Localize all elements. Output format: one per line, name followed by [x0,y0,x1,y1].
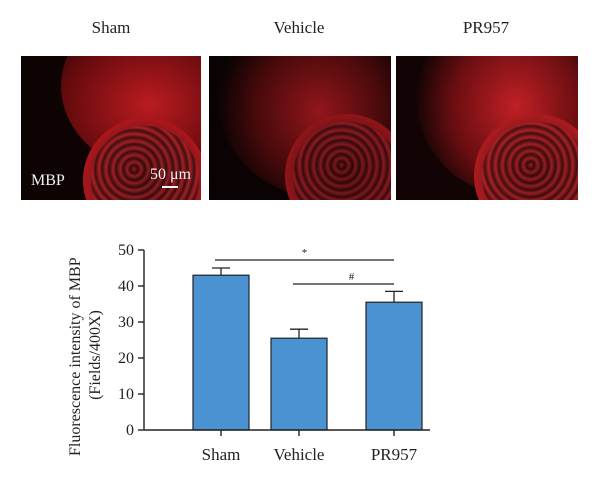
y-axis: 0 10 20 30 40 50 [118,242,145,439]
y-tick-label: 0 [126,422,134,439]
bars-group [192,267,423,431]
bar [192,274,250,431]
y-axis-label: Fluorescence intensity of MBP (Fields/40… [67,254,104,456]
x-tick-label: PR957 [371,445,418,464]
x-tick-label: Vehicle [274,445,325,464]
panel-title-pr957: PR957 [462,18,510,37]
y-tick-label: 50 [118,242,134,259]
y-tick-label: 30 [118,314,134,331]
bar [365,301,423,431]
significance-symbol: # [349,271,355,283]
bar [270,337,328,431]
micrograph-sham: MBP 50 μm [21,56,201,200]
significance-symbol: * [302,247,308,259]
panel-title-sham: Sham [91,18,131,37]
micrograph-pr957 [396,56,578,200]
x-tick-label: Sham [202,445,241,464]
y-tick-label: 40 [118,278,134,295]
significance-group: *# [215,247,394,285]
x-axis: Sham Vehicle PR957 [144,429,430,464]
y-tick-label: 20 [118,350,134,367]
y-axis-label-line2: (Fields/400X) [87,310,104,400]
micrograph-vehicle [209,56,391,200]
y-axis-label-line1: Fluorescence intensity of MBP [67,257,84,456]
panel-stain-label: MBP [31,172,65,189]
y-tick-label: 10 [118,386,134,403]
scale-bar-line [162,186,179,188]
panel-title-vehicle: Vehicle [273,18,325,37]
scale-bar-label: 50 μm [149,166,191,183]
scale-bar: 50 μm [150,166,191,188]
